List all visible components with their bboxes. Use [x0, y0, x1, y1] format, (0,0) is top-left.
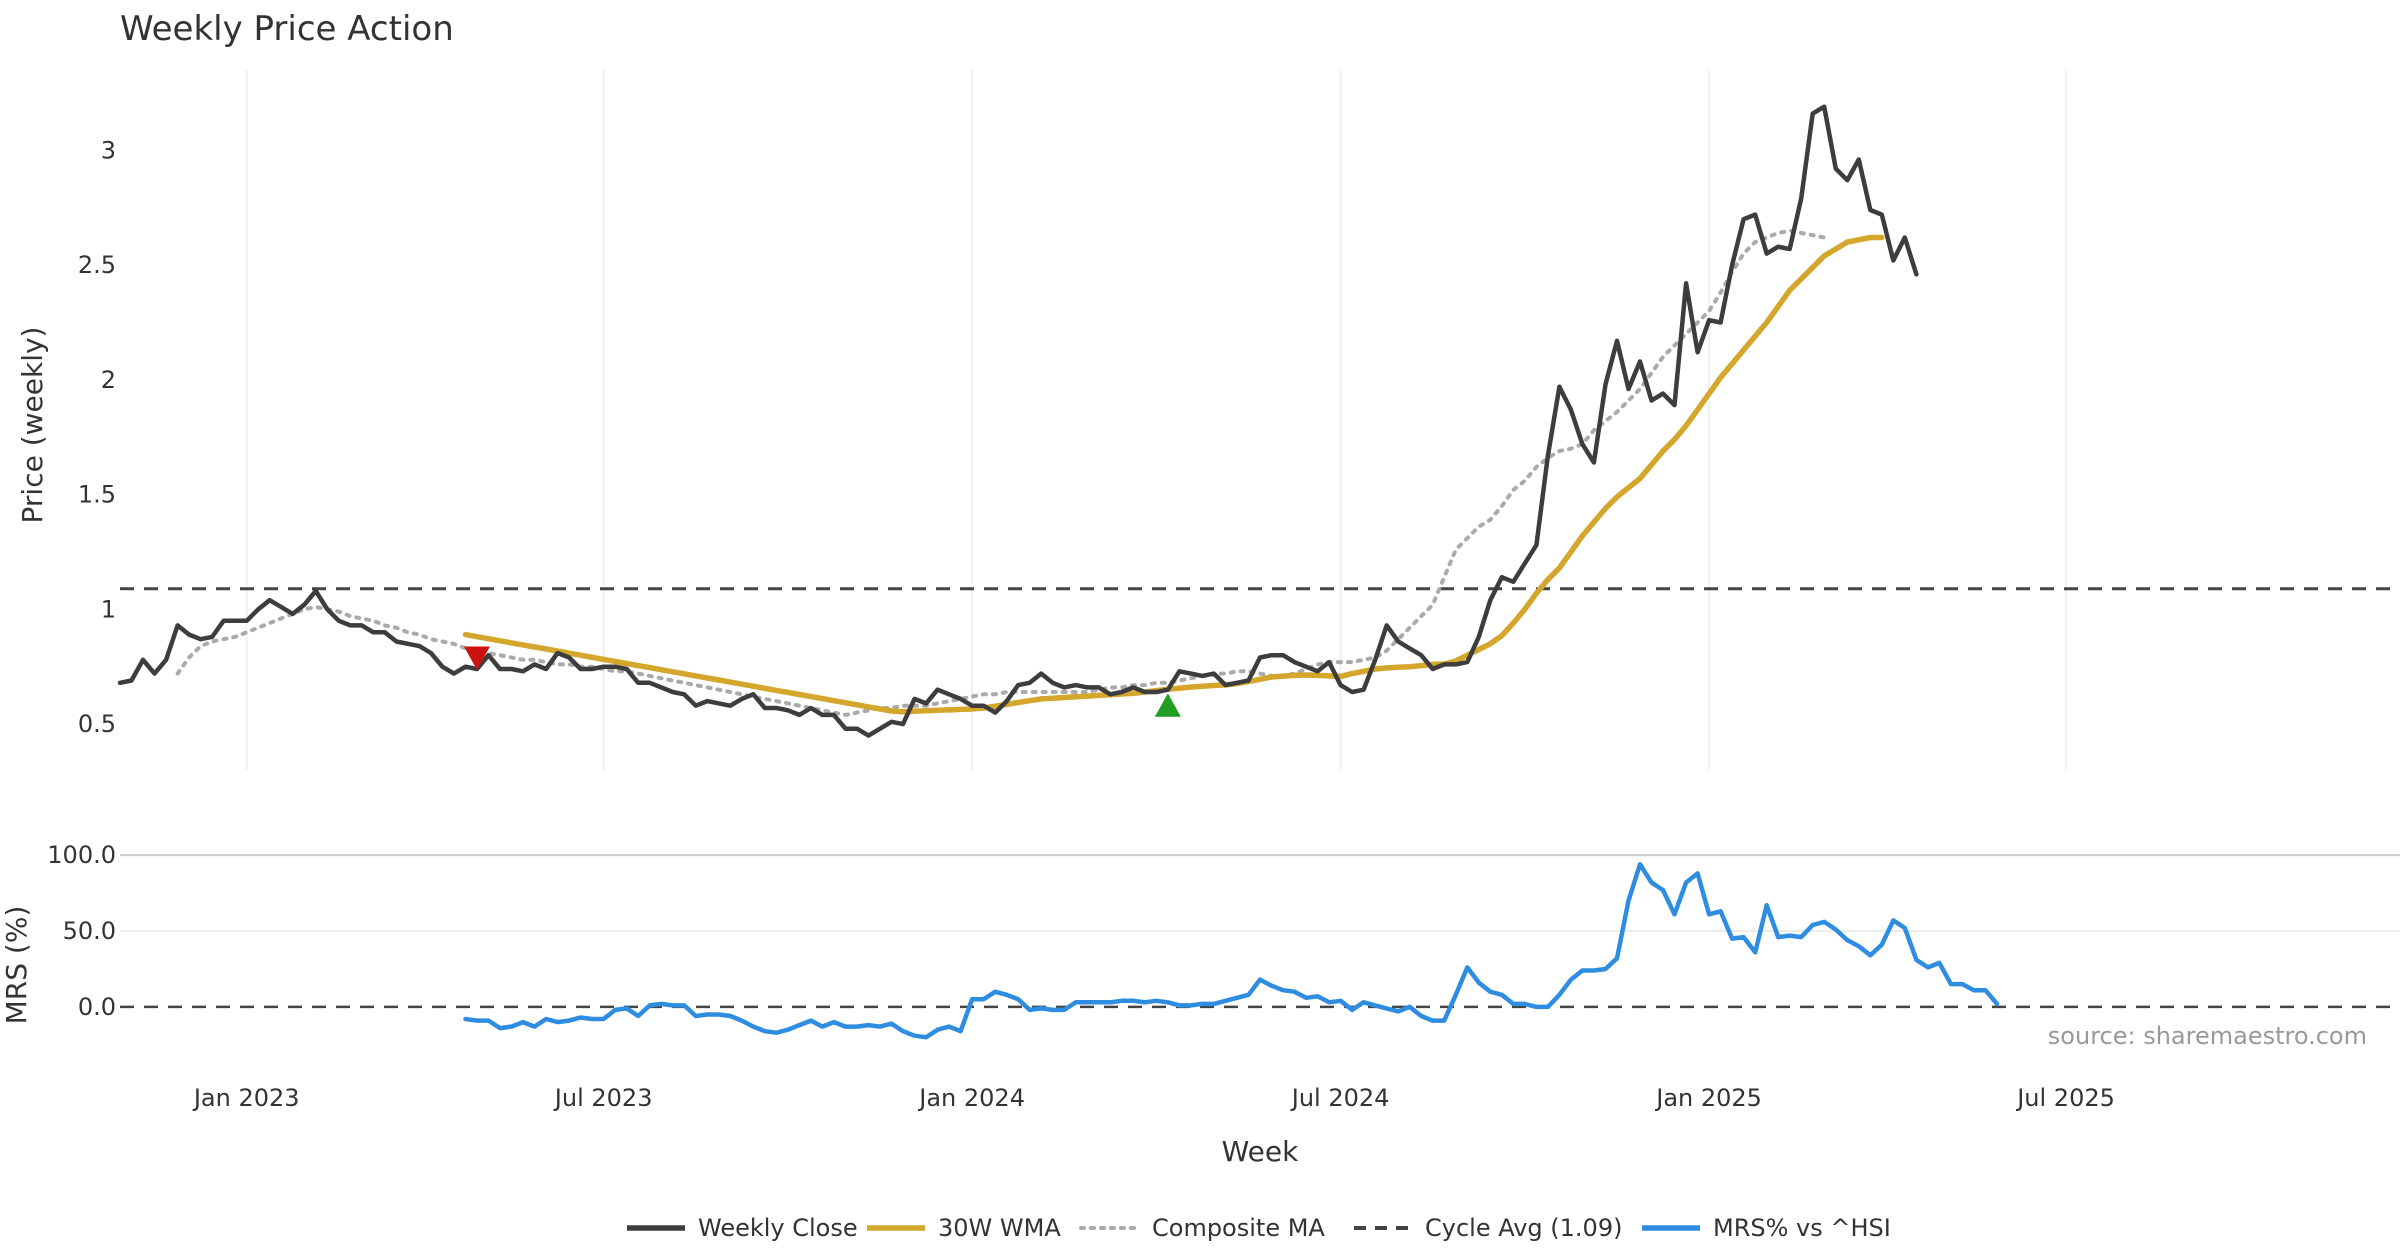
legend-label-1: 30W WMA [938, 1214, 1061, 1242]
price-ytick-label-5: 3 [101, 136, 116, 164]
x-tick-label-2: Jan 2024 [917, 1084, 1025, 1112]
x-tick-label-5: Jul 2025 [2015, 1084, 2115, 1112]
y-axis-label-price: Price (weekly) [16, 327, 49, 524]
mrs-line [463, 862, 2000, 1040]
price-ytick-label-1: 1 [101, 595, 116, 623]
price-ytick-label-3: 2 [101, 366, 116, 394]
y-axis-label-mrs: MRS (%) [0, 906, 33, 1025]
price-ytick-label-4: 2.5 [78, 251, 116, 279]
mrs-ytick-label-2: 100.0 [47, 841, 116, 869]
x-axis-label: Week [1222, 1135, 1299, 1168]
sell-signal-marker-0 [463, 646, 490, 670]
grid-layer [120, 70, 2400, 933]
weekly-close-line [117, 104, 1919, 738]
mrs-ytick-label-1: 50.0 [63, 917, 116, 945]
legend-label-0: Weekly Close [698, 1214, 858, 1242]
legend: Weekly Close 30W WMA Composite MA Cycle Avg… [627, 1214, 1891, 1242]
mrs-ytick-label-0: 0.0 [78, 993, 116, 1021]
legend-label-4: MRS% vs ^HSI [1713, 1214, 1891, 1242]
chart-title: Weekly Price Action [120, 9, 454, 49]
x-tick-label-4: Jan 2025 [1654, 1084, 1762, 1112]
reference-lines [120, 587, 2400, 1009]
source-annotation: source: sharemaestro.com [2048, 1022, 2367, 1050]
x-tick-label-0: Jan 2023 [192, 1084, 300, 1112]
composite-ma-line [175, 228, 1827, 717]
wma-30w-line [462, 234, 1885, 715]
buy-signal-marker-1 [1154, 693, 1181, 717]
price-ytick-label-2: 1.5 [78, 481, 116, 509]
legend-label-2: Composite MA [1152, 1214, 1325, 1242]
price-ytick-label-0: 0.5 [78, 710, 116, 738]
x-tick-label-3: Jul 2024 [1290, 1084, 1390, 1112]
legend-label-3: Cycle Avg (1.09) [1425, 1214, 1622, 1242]
tick-labels: 0.5 1 1.5 2 2.5 3 0.0 50.0 100.0 Jan 2023 Jul 2023… [47, 136, 2115, 1112]
series-layer [117, 104, 2000, 1040]
signal-markers [463, 646, 1181, 717]
x-tick-label-1: Jul 2023 [553, 1084, 653, 1112]
